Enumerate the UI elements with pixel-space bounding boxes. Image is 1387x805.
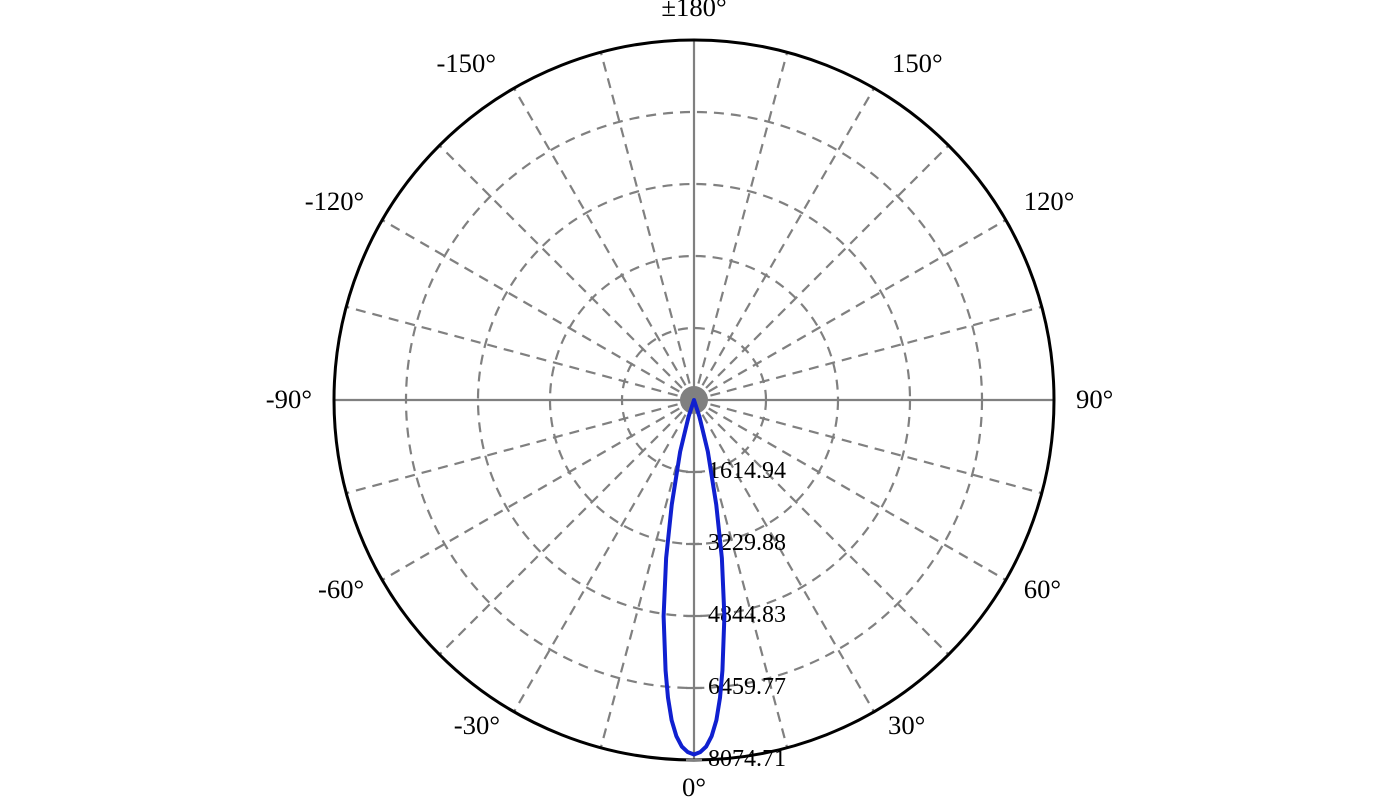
- angle-label: 90°: [1076, 384, 1113, 414]
- angle-label: 30°: [888, 710, 925, 740]
- angle-label: 0°: [682, 772, 706, 802]
- angle-label: 60°: [1024, 574, 1061, 604]
- angle-label: -60°: [318, 574, 364, 604]
- angle-label: -120°: [305, 186, 365, 216]
- angle-label: -90°: [266, 384, 312, 414]
- angle-label: 150°: [892, 48, 943, 78]
- polar-chart: 1614.943229.884844.836459.778074.71±180°…: [0, 0, 1387, 805]
- angle-label: ±180°: [661, 0, 726, 22]
- radial-tick-label: 8074.71: [708, 746, 786, 772]
- angle-label: 120°: [1024, 186, 1075, 216]
- angle-label: -150°: [436, 48, 496, 78]
- radial-tick-label: 1614.94: [708, 458, 786, 484]
- angle-label: -30°: [454, 710, 500, 740]
- radial-tick-label: 4844.83: [708, 602, 786, 628]
- polar-svg: 1614.943229.884844.836459.778074.71±180°…: [0, 0, 1387, 805]
